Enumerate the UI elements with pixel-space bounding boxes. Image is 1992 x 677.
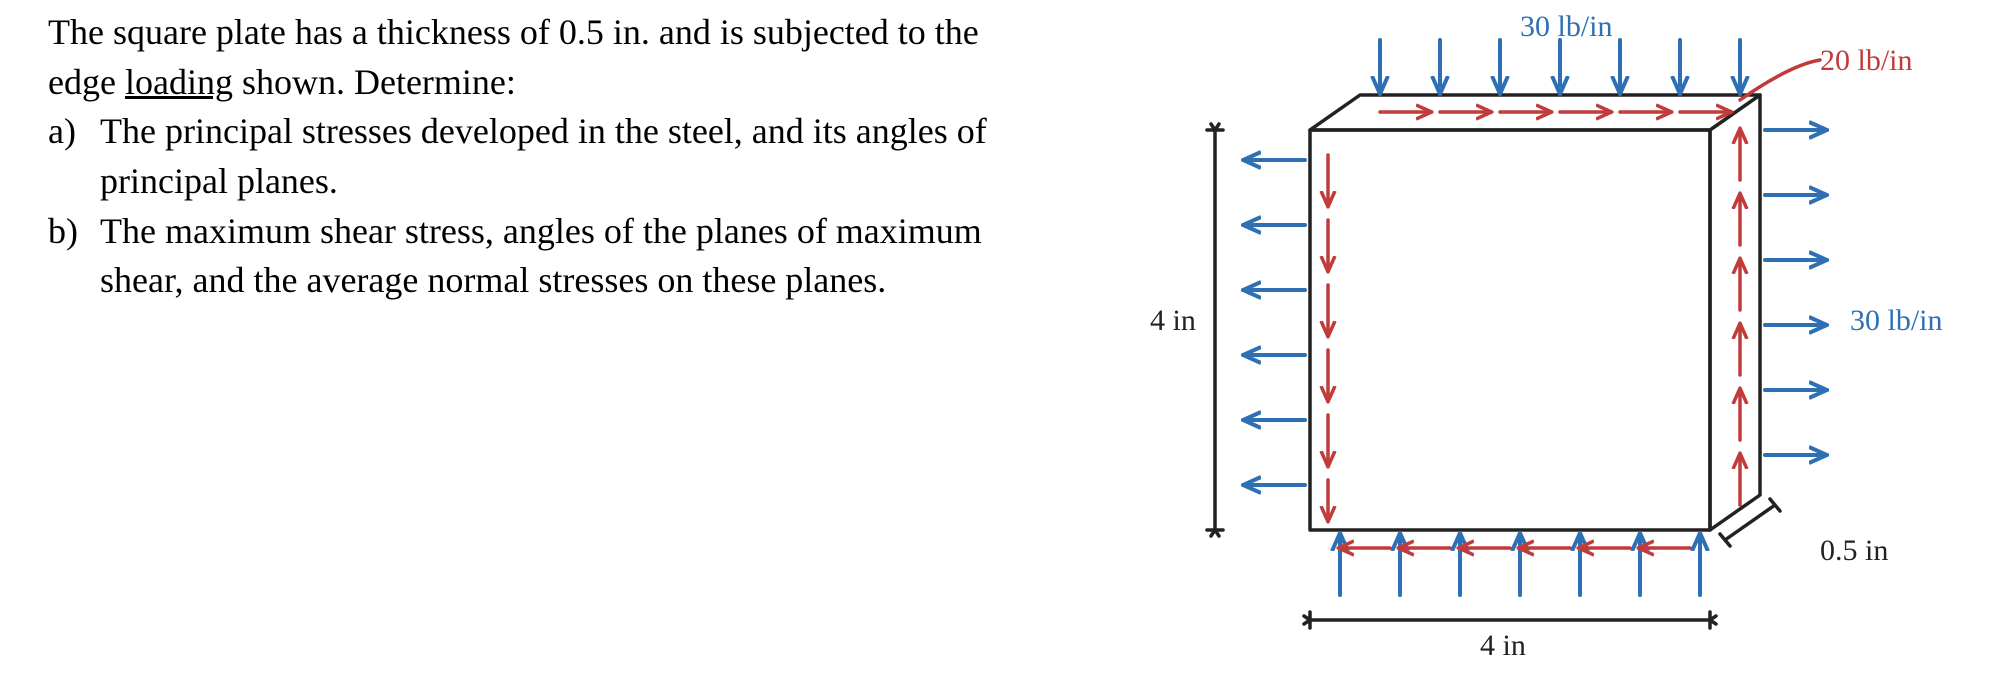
height-label: 4 in xyxy=(1150,304,1196,337)
part-b-marker: b) xyxy=(48,207,100,306)
problem-part-a: a) The principal stresses developed in t… xyxy=(48,107,1048,206)
intro-after: shown. Determine: xyxy=(233,62,516,102)
problem-part-b: b) The maximum shear stress, angles of t… xyxy=(48,207,1048,306)
problem-intro: The square plate has a thickness of 0.5 … xyxy=(48,8,1048,107)
thickness-value: 0.5 in. xyxy=(559,12,650,52)
part-a-text: The principal stresses developed in the … xyxy=(100,107,1048,206)
problem-statement: The square plate has a thickness of 0.5 … xyxy=(48,8,1048,306)
top-load-label: 30 lb/in xyxy=(1520,10,1613,43)
top-normal-arrows xyxy=(1380,40,1740,92)
dimension-height xyxy=(1207,124,1223,536)
thickness-label: 0.5 in xyxy=(1820,534,1888,567)
loading-word: loading xyxy=(125,62,233,102)
plate-diagram: 30 lb/in 20 lb/in 30 lb/in 0.5 in 4 in 4… xyxy=(1080,0,1992,672)
part-b-text: The maximum shear stress, angles of the … xyxy=(100,207,1048,306)
right-load-label: 30 lb/in xyxy=(1850,304,1943,337)
intro-before: The square plate has a thickness of xyxy=(48,12,559,52)
dimension-thickness xyxy=(1720,499,1780,546)
right-normal-arrows xyxy=(1765,130,1825,455)
problem-parts-list: a) The principal stresses developed in t… xyxy=(48,107,1048,306)
width-label: 4 in xyxy=(1480,629,1526,662)
bottom-normal-arrows xyxy=(1340,535,1700,595)
left-normal-arrows xyxy=(1245,160,1305,485)
shear-load-label: 20 lb/in xyxy=(1820,44,1913,77)
diagram-svg: 30 lb/in 20 lb/in 30 lb/in 0.5 in 4 in 4… xyxy=(1080,0,1992,672)
plate-body xyxy=(1310,95,1760,530)
part-a-marker: a) xyxy=(48,107,100,206)
dimension-width xyxy=(1304,612,1716,628)
